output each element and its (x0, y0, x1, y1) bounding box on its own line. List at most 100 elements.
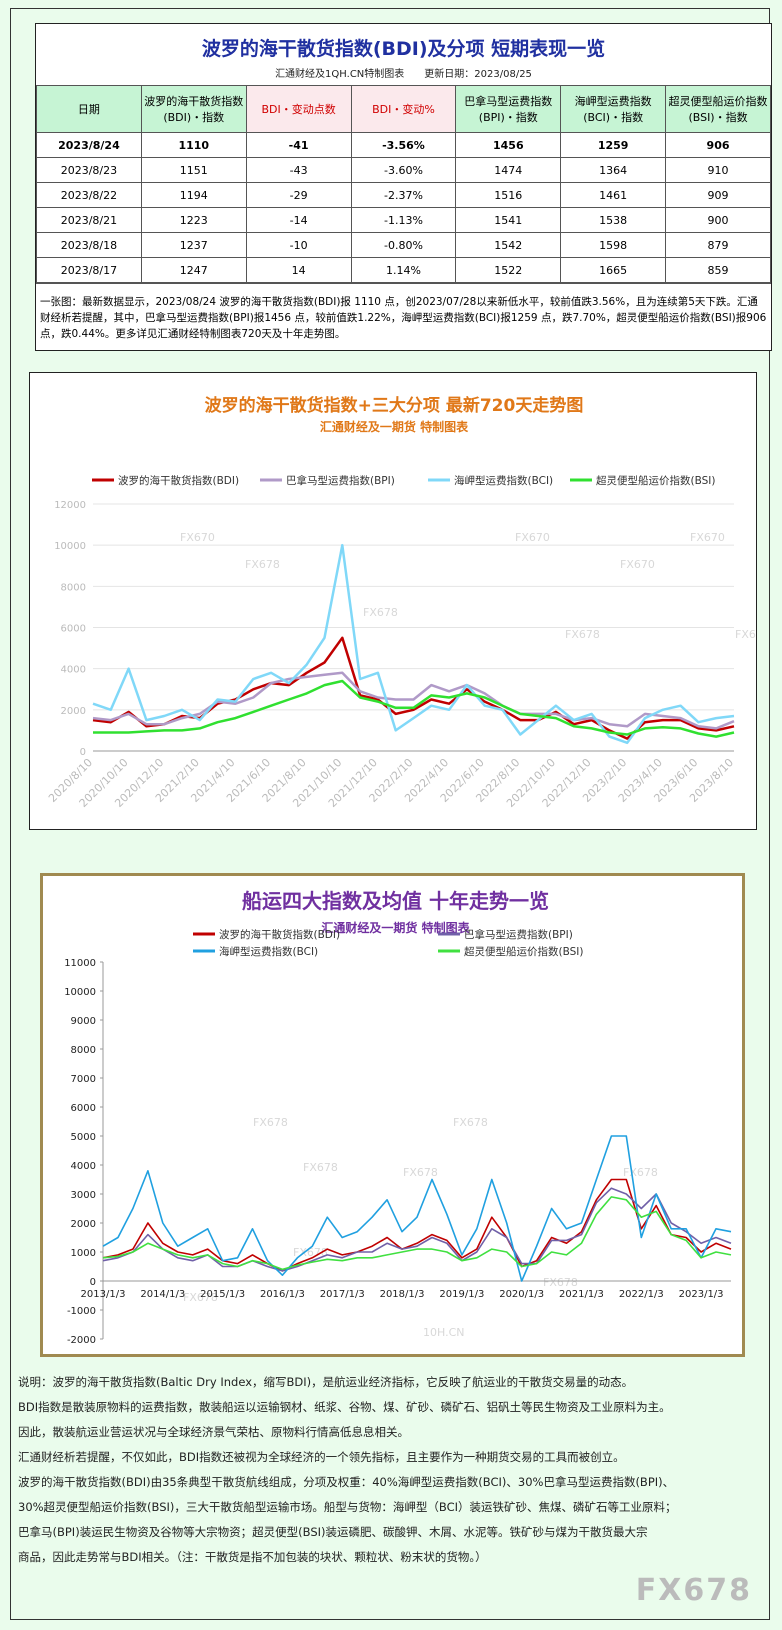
table-cell: 1522 (455, 257, 562, 283)
table-cell: 1665 (560, 257, 667, 283)
source: 汇通财经及1QH.CN特制图表 (275, 69, 405, 80)
table-cell: -14 (245, 207, 352, 233)
table-cell: 900 (665, 207, 771, 233)
chart-title: 船运四大指数及均值 十年走势一览 (242, 889, 549, 913)
table-cell: -10 (245, 232, 352, 258)
table-cell: 906 (665, 132, 771, 158)
y-tick-label: 6000 (61, 624, 86, 635)
table-cell: 2023/8/24 (36, 132, 142, 158)
table-cell: -0.80% (350, 232, 457, 258)
description-line: BDI指数是散装原物料的运费指数，散装船运以运输钢材、纸浆、谷物、煤、矿砂、磷矿… (18, 1400, 671, 1414)
table-cell: 1538 (560, 207, 667, 233)
watermark: FX678 (453, 1116, 488, 1129)
legend-label: 巴拿马型运费指数(BPI) (286, 474, 395, 487)
x-tick-label: 2015/1/3 (200, 1289, 245, 1300)
y-tick-label: 0 (80, 747, 86, 758)
watermark: FX670 (690, 531, 725, 544)
table-cell: 1516 (455, 182, 562, 208)
watermark: FX678 (183, 1291, 218, 1304)
watermark: FX678 (245, 558, 280, 571)
y-tick-label: 8000 (61, 582, 86, 593)
x-tick-label: 2022/1/3 (619, 1289, 664, 1300)
x-tick-label: 2019/1/3 (439, 1289, 484, 1300)
y-tick-label: 8000 (71, 1045, 96, 1056)
legend-label: 巴拿马型运费指数(BPI) (464, 928, 573, 941)
watermark: FX670 (180, 531, 215, 544)
x-tick-label: 2018/1/3 (380, 1289, 425, 1300)
legend-label: 超灵便型船运价指数(BSI) (596, 474, 715, 487)
y-tick-label: 6000 (71, 1103, 96, 1114)
table-cell: 1151 (140, 157, 247, 183)
legend-label: 超灵便型船运价指数(BSI) (464, 945, 583, 958)
y-tick-label: 4000 (61, 665, 86, 676)
table-row: 2023/8/22 1194 -29 -2.37% 1516 1461 909 (36, 182, 771, 208)
header-cell: 巴拿马型运费指数(BPI)・指数 (455, 85, 562, 133)
x-tick-label: 2017/1/3 (320, 1289, 365, 1300)
table-cell: 1237 (140, 232, 247, 258)
header-cell: 波罗的海干散货指数(BDI)・指数 (140, 85, 247, 133)
table-cell: 879 (665, 232, 771, 258)
table-cell: -1.13% (350, 207, 457, 233)
frame (10, 8, 770, 1620)
y-tick-label: 3000 (71, 1190, 96, 1201)
series-line (102, 1178, 732, 1272)
table-cell: -3.60% (350, 157, 457, 183)
table-cell: 14 (245, 257, 352, 283)
table-cell: 1194 (140, 182, 247, 208)
y-tick-label: 0 (90, 1277, 96, 1288)
table-cell: 1.14% (350, 257, 457, 283)
table-cell: -41 (245, 132, 352, 158)
watermark: 10H.CN (423, 1326, 464, 1339)
logo: FX678 (635, 1573, 752, 1608)
series-line (92, 636, 735, 740)
watermark: FX678 (303, 1161, 338, 1174)
table-row: 2023/8/23 1151 -43 -3.60% 1474 1364 910 (36, 157, 771, 183)
watermark: FX678 (735, 628, 757, 641)
table-cell: -3.56% (350, 132, 457, 158)
x-tick-label: 2013/1/3 (81, 1289, 126, 1300)
watermark: FX670 (515, 531, 550, 544)
legend-label: 波罗的海干散货指数(BDI) (219, 928, 340, 941)
updated: 更新日期：2023/08/25 (424, 69, 532, 80)
x-tick-label: 2016/1/3 (260, 1289, 305, 1300)
y-tick-label: -1000 (67, 1306, 96, 1317)
table-title: 波罗的海干散货指数(BDI)及分项 短期表现一览 (201, 38, 606, 60)
x-tick-label: 2023/1/3 (679, 1289, 724, 1300)
table-cell: 2023/8/18 (36, 232, 142, 258)
series-line (102, 1196, 732, 1271)
series-line (102, 1187, 732, 1272)
y-tick-label: 5000 (71, 1132, 96, 1143)
description-line: 说明：波罗的海干散货指数(Baltic Dry Index，缩写BDI)，是航运… (18, 1375, 634, 1389)
description-line: 汇通财经析若提醒，不仅如此，BDI指数还被视为全球经济的一个领先指标，且主要作为… (18, 1450, 625, 1464)
header-cell: 日期 (36, 85, 142, 133)
table-row: 2023/8/21 1223 -14 -1.13% 1541 1538 900 (36, 207, 771, 233)
table-cell: -29 (245, 182, 352, 208)
table-cell: 909 (665, 182, 771, 208)
y-tick-label: -2000 (67, 1335, 96, 1346)
table-cell: 1541 (455, 207, 562, 233)
table-subtitle: 汇通财经及1QH.CN特制图表 更新日期：2023/08/25 (36, 65, 771, 85)
series-line (93, 679, 735, 738)
header-cell: BDI・变动点数 (245, 85, 352, 133)
table-row: 2023/8/17 1247 14 1.14% 1522 1665 859 (36, 257, 771, 283)
table-cell: 1598 (560, 232, 667, 258)
table-cell: 2023/8/23 (36, 157, 142, 183)
watermark: FX670 (620, 558, 655, 571)
table-note: 一张图：最新数据显示，2023/08/24 波罗的海干散货指数(BDI)报 11… (36, 283, 771, 350)
watermark: FX678 (403, 1166, 438, 1179)
watermark: FX678 (253, 1116, 288, 1129)
y-tick-label: 1000 (71, 1248, 96, 1259)
y-tick-label: 4000 (71, 1161, 96, 1172)
y-tick-label: 10000 (64, 987, 96, 998)
table-cell: -43 (245, 157, 352, 183)
table-cell: 1259 (560, 132, 667, 158)
table-cell: 1364 (560, 157, 667, 183)
watermark: FX678 (565, 628, 600, 641)
x-tick-label: 2014/1/3 (140, 1289, 185, 1300)
table-cell: 1542 (455, 232, 562, 258)
header-row: 日期 波罗的海干散货指数(BDI)・指数 BDI・变动点数 BDI・变动% 巴拿马型运费… (36, 85, 771, 133)
y-tick-label: 12000 (54, 500, 86, 511)
summary-table-box: 波罗的海干散货指数(BDI)及分项 短期表现一览 汇通财经及1QH.CN特制图表… (35, 23, 772, 351)
